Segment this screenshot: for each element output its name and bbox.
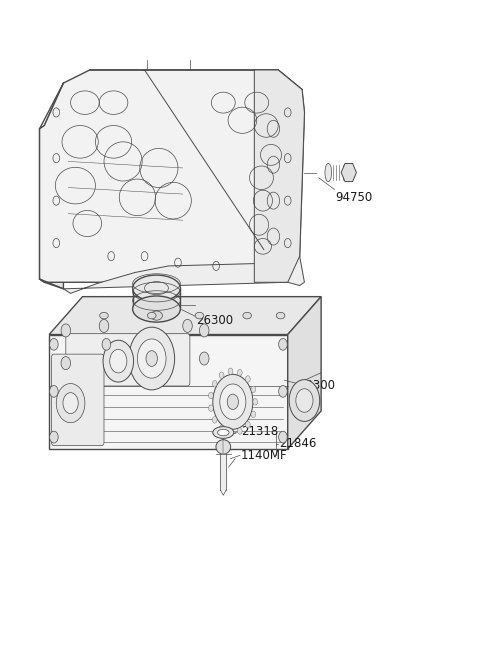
Polygon shape <box>39 70 304 282</box>
Circle shape <box>49 386 58 398</box>
Circle shape <box>183 319 192 333</box>
Circle shape <box>279 338 287 350</box>
Circle shape <box>137 339 166 378</box>
Circle shape <box>208 405 213 411</box>
Circle shape <box>199 324 209 337</box>
Circle shape <box>245 376 250 382</box>
Circle shape <box>212 380 217 387</box>
Circle shape <box>49 338 58 350</box>
Polygon shape <box>63 256 304 293</box>
Ellipse shape <box>151 311 162 320</box>
Ellipse shape <box>325 163 332 182</box>
Text: 26300: 26300 <box>196 314 233 327</box>
Ellipse shape <box>213 426 234 438</box>
Text: 21318: 21318 <box>241 424 278 438</box>
Ellipse shape <box>217 429 229 436</box>
Circle shape <box>289 380 320 421</box>
Ellipse shape <box>276 312 285 319</box>
Circle shape <box>129 327 175 390</box>
Polygon shape <box>254 70 304 282</box>
Circle shape <box>251 386 256 392</box>
Polygon shape <box>288 297 321 449</box>
Circle shape <box>251 411 256 418</box>
Circle shape <box>56 384 85 422</box>
Circle shape <box>228 429 233 436</box>
Ellipse shape <box>132 275 180 301</box>
Circle shape <box>102 338 111 350</box>
Circle shape <box>110 350 127 373</box>
Circle shape <box>63 393 78 413</box>
Circle shape <box>227 394 239 409</box>
Circle shape <box>245 421 250 428</box>
Circle shape <box>219 372 224 379</box>
Ellipse shape <box>100 312 108 319</box>
Circle shape <box>296 389 313 412</box>
Text: 94750: 94750 <box>336 191 372 204</box>
Circle shape <box>219 425 224 432</box>
Circle shape <box>279 386 287 398</box>
Circle shape <box>279 431 287 443</box>
Ellipse shape <box>216 440 231 454</box>
Circle shape <box>220 384 246 420</box>
Circle shape <box>146 351 157 367</box>
Circle shape <box>212 417 217 423</box>
Circle shape <box>238 369 242 376</box>
Text: 1140MF: 1140MF <box>241 449 288 462</box>
FancyBboxPatch shape <box>51 354 104 445</box>
Circle shape <box>61 357 71 369</box>
Circle shape <box>253 399 258 405</box>
Circle shape <box>228 368 233 375</box>
Ellipse shape <box>147 312 156 319</box>
Circle shape <box>61 324 71 337</box>
Polygon shape <box>39 83 63 289</box>
Polygon shape <box>49 297 321 335</box>
Ellipse shape <box>195 312 204 319</box>
Bar <box>132 288 180 309</box>
Ellipse shape <box>132 296 180 322</box>
Polygon shape <box>49 335 288 449</box>
Text: 23300: 23300 <box>298 379 335 392</box>
Text: 21846: 21846 <box>279 437 316 450</box>
Circle shape <box>238 428 242 434</box>
Ellipse shape <box>243 312 252 319</box>
Circle shape <box>199 352 209 365</box>
FancyBboxPatch shape <box>66 334 190 386</box>
Circle shape <box>49 431 58 443</box>
Circle shape <box>103 340 133 382</box>
Circle shape <box>208 392 213 399</box>
Circle shape <box>213 375 253 429</box>
Circle shape <box>99 319 109 333</box>
